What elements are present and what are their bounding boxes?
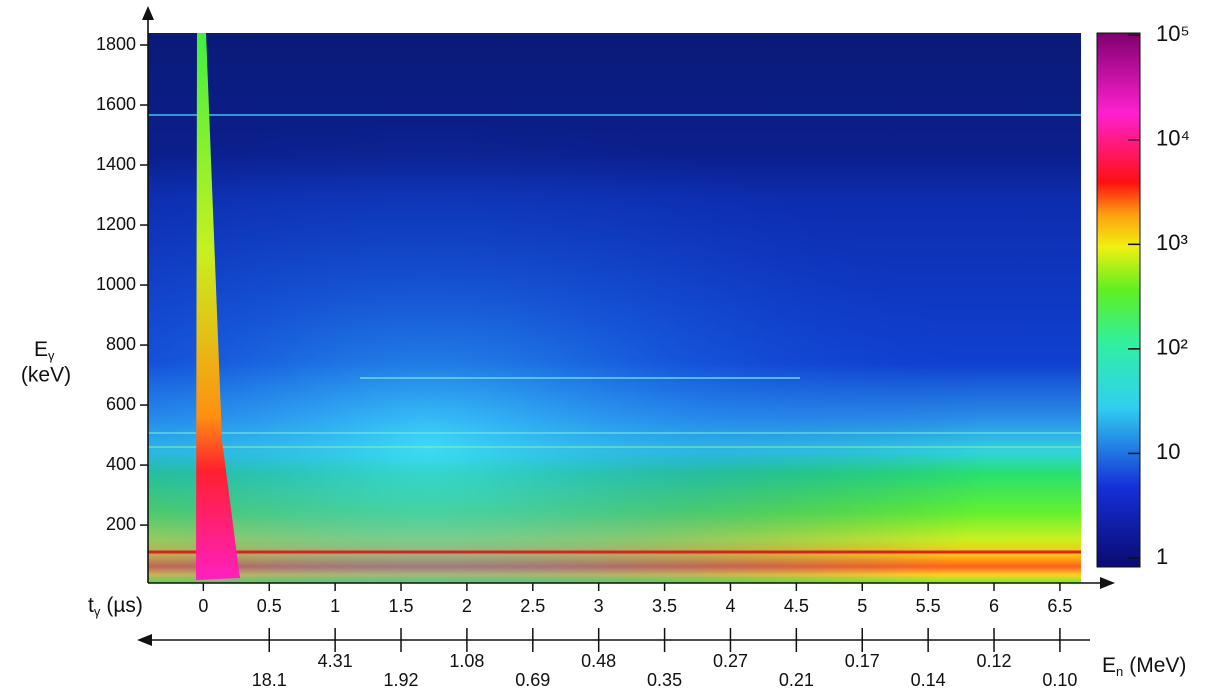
x-tick-label: 6 — [989, 596, 999, 616]
x-tick-label: 3.5 — [652, 596, 677, 616]
x2-tick-label: 0.17 — [845, 651, 880, 671]
x-tick-label: 1 — [330, 596, 340, 616]
x2-tick-label: 0.69 — [515, 670, 550, 690]
colorbar-tick-label: 1 — [1156, 544, 1168, 569]
x-tick-label: 4 — [725, 596, 735, 616]
axis-symbol: E — [34, 338, 48, 361]
x-tick-label: 5 — [857, 596, 867, 616]
x-tick-label: 4.5 — [784, 596, 809, 616]
colorbar-tick-label: 10⁵ — [1156, 21, 1190, 46]
x2-tick-label: 0.12 — [977, 651, 1012, 671]
colorbar-tick-label: 10⁴ — [1156, 126, 1190, 151]
y-tick-label: 400 — [106, 454, 136, 474]
axis-subscript: γ — [94, 604, 101, 619]
x-tick-label: 1.5 — [389, 596, 414, 616]
y-axis-arrow — [142, 6, 154, 20]
x-tick-label: 2 — [462, 596, 472, 616]
x-tick-label: 0 — [198, 596, 208, 616]
x-tick-label: 3 — [594, 596, 604, 616]
y-tick-label: 1000 — [96, 274, 136, 294]
x-tick-label: 2.5 — [520, 596, 545, 616]
x2-tick-label: 0.35 — [647, 670, 682, 690]
x-axis-arrow — [1100, 577, 1115, 589]
x2-tick-label: 1.92 — [383, 670, 418, 690]
y-tick-label: 1400 — [96, 154, 136, 174]
axis-unit: (keV) — [21, 364, 71, 387]
x2-tick-label: 0.14 — [911, 670, 946, 690]
x2-axis-arrow — [137, 634, 152, 646]
x2-tick-label: 4.31 — [318, 651, 353, 671]
colorbar-tick-label: 10² — [1156, 335, 1188, 360]
x2-tick-label: 18.1 — [252, 670, 287, 690]
heatmap-image — [148, 33, 1081, 583]
x2-tick-label: 0.27 — [713, 651, 748, 671]
y-tick-label: 1800 — [96, 34, 136, 54]
axis-subscript: n — [1116, 664, 1123, 679]
axis-subscript: γ — [48, 348, 55, 363]
colorbar — [1096, 32, 1141, 568]
x-tick-label: 0.5 — [257, 596, 282, 616]
x-tick-label: 6.5 — [1047, 596, 1072, 616]
x2-tick-label: 0.21 — [779, 670, 814, 690]
x2-tick-label: 1.08 — [449, 651, 484, 671]
x-tick-label: 5.5 — [916, 596, 941, 616]
y-tick-label: 200 — [106, 514, 136, 534]
colorbar-tick-label: 10 — [1156, 439, 1180, 464]
axis-symbol: t — [88, 594, 94, 617]
y-tick-label: 800 — [106, 334, 136, 354]
colorbar-tick-label: 10³ — [1156, 230, 1188, 255]
axis-label: En (MeV) — [1102, 654, 1186, 680]
x2-tick-label: 0.10 — [1042, 670, 1077, 690]
y-tick-label: 1200 — [96, 214, 136, 234]
axis-unit: (µs) — [106, 594, 143, 617]
axis-symbol: E — [1102, 654, 1116, 677]
axis-unit: (MeV) — [1129, 654, 1186, 677]
axis-label: tγ (µs) — [88, 594, 143, 620]
x2-tick-label: 0.48 — [581, 651, 616, 671]
y-tick-label: 1600 — [96, 94, 136, 114]
axis-label: Eγ — [34, 338, 55, 364]
y-tick-label: 600 — [106, 394, 136, 414]
